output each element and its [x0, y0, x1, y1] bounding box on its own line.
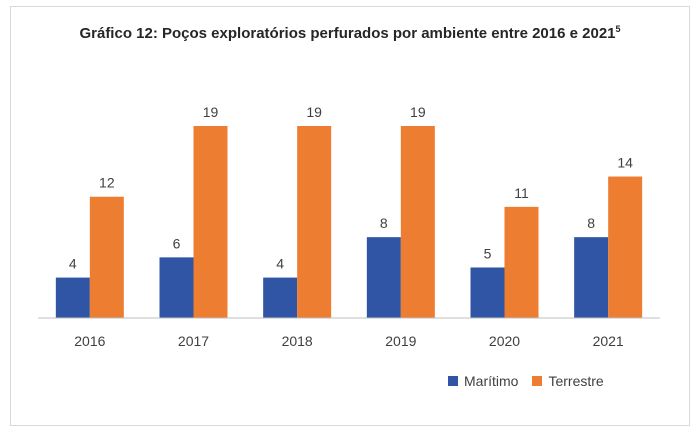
bar-maritimo-2016: [55, 277, 90, 318]
x-tick-labels-group: 2016 2017 2018 2019 2020 2021: [74, 333, 624, 349]
bars-group: [55, 126, 643, 318]
data-label-maritimo-2020: 5: [484, 245, 492, 261]
legend: Marítimo Terrestre: [448, 372, 618, 390]
data-label-terrestre-2017: 19: [203, 104, 219, 120]
data-label-terrestre-2021: 14: [617, 155, 633, 171]
title-footnote-marker: 5: [615, 24, 621, 34]
chart-title: Gráfico 12: Poços exploratórios perfurad…: [0, 24, 700, 42]
bar-maritimo-2017: [159, 257, 194, 318]
bar-maritimo-2019: [366, 237, 401, 318]
bar-terrestre-2018: [297, 126, 332, 318]
legend-label-maritimo: Marítimo: [464, 373, 519, 389]
data-label-maritimo-2019: 8: [380, 215, 388, 231]
bar-maritimo-2018: [263, 277, 298, 318]
bar-terrestre-2019: [400, 126, 435, 318]
x-tick-label-2017: 2017: [178, 333, 209, 349]
bar-terrestre-2021: [608, 176, 643, 318]
legend-swatch-maritimo: [448, 376, 458, 386]
data-label-terrestre-2019: 19: [410, 104, 426, 120]
bar-maritimo-2020: [470, 267, 505, 318]
x-tick-label-2018: 2018: [282, 333, 313, 349]
bar-terrestre-2020: [504, 206, 539, 318]
data-label-terrestre-2016: 12: [99, 175, 115, 191]
legend-swatch-terrestre: [532, 376, 543, 386]
legend-label-terrestre: Terrestre: [548, 373, 604, 389]
data-label-maritimo-2017: 6: [173, 235, 181, 251]
data-labels-group: 4 12 6 19 4 19 8 19 5 11 8 14: [69, 104, 633, 272]
data-label-maritimo-2016: 4: [69, 256, 77, 272]
chart-title-text: Gráfico 12: Poços exploratórios perfurad…: [79, 25, 616, 42]
bar-terrestre-2016: [89, 196, 124, 318]
legend-item-terrestre: Terrestre: [532, 373, 604, 389]
x-tick-label-2016: 2016: [74, 333, 105, 349]
data-label-maritimo-2018: 4: [276, 256, 284, 272]
chart-frame: [10, 6, 690, 426]
data-label-maritimo-2021: 8: [587, 215, 595, 231]
bar-terrestre-2017: [193, 126, 228, 318]
legend-item-maritimo: Marítimo: [448, 373, 518, 389]
x-tick-label-2019: 2019: [385, 333, 416, 349]
bar-maritimo-2021: [574, 237, 609, 318]
data-label-terrestre-2020: 11: [514, 185, 529, 201]
x-tick-label-2021: 2021: [593, 333, 624, 349]
data-label-terrestre-2018: 19: [306, 104, 322, 120]
x-tick-label-2020: 2020: [489, 333, 520, 349]
